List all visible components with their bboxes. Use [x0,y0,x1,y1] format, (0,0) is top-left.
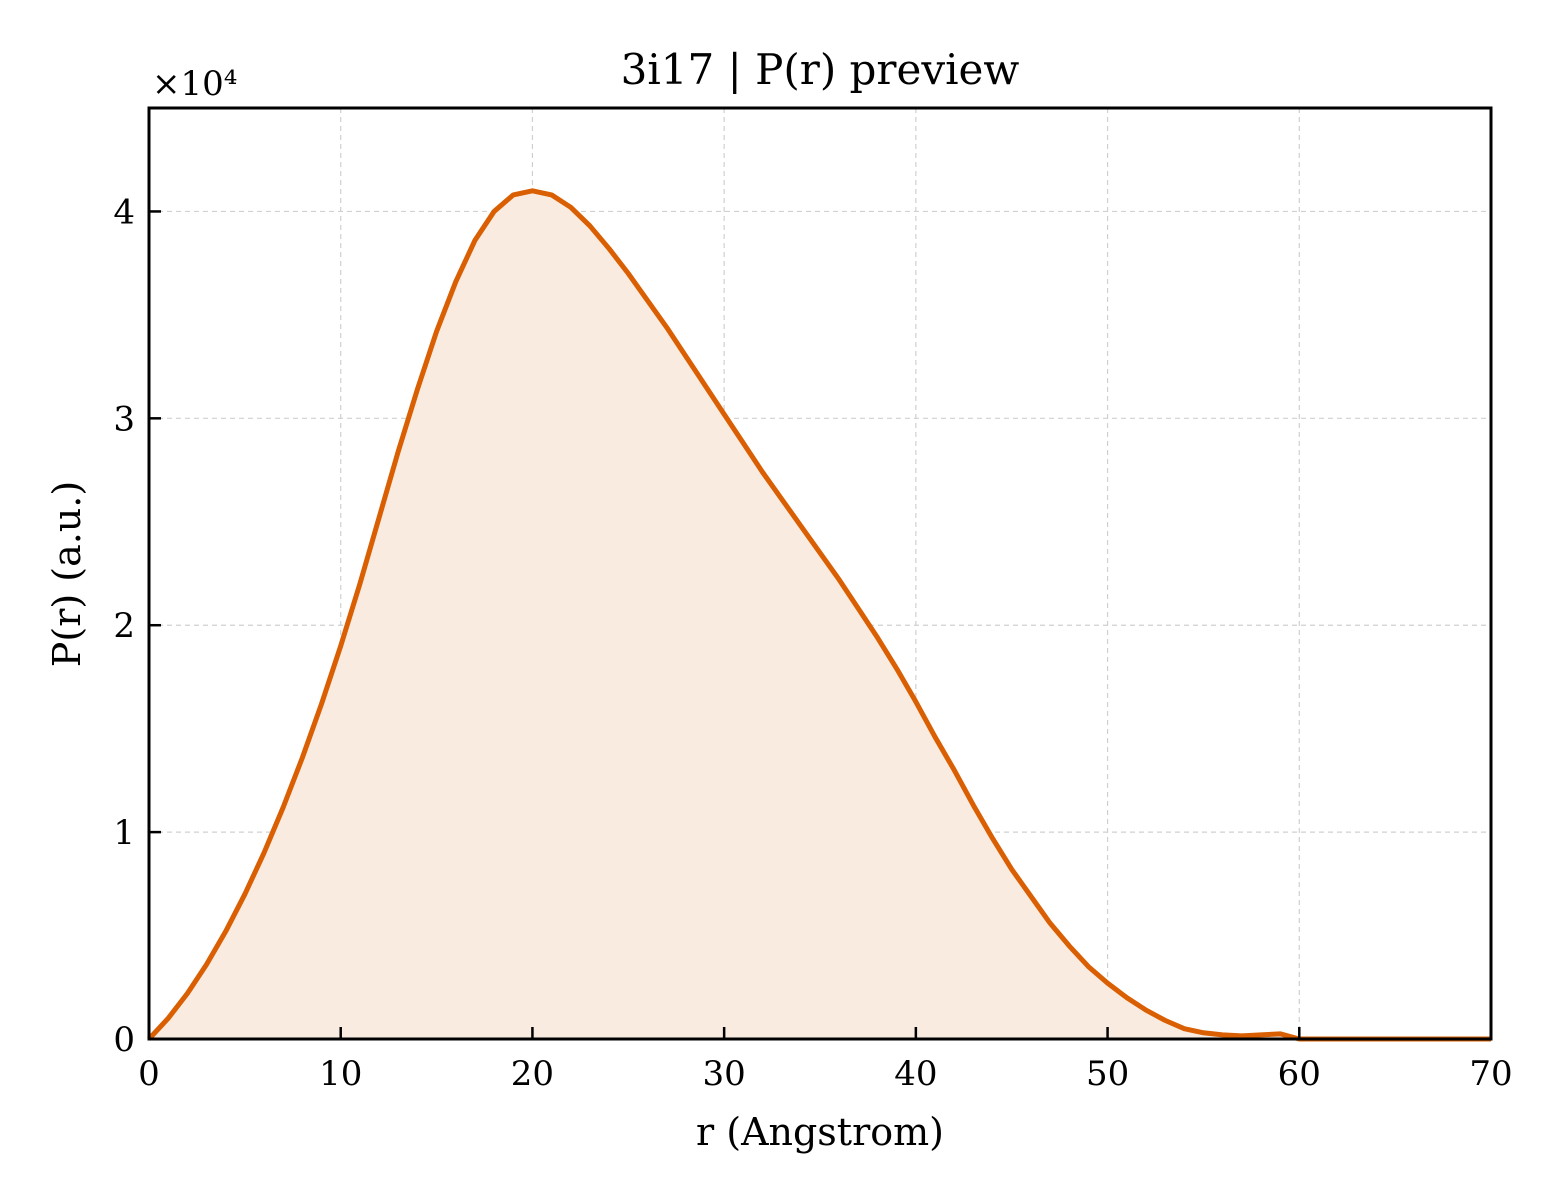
y-tick-label: 2 [113,606,135,646]
x-axis-label: r (Angstrom) [696,1110,944,1154]
y-axis-label: P(r) (a.u.) [45,481,89,667]
y-tick-label: 3 [113,399,135,439]
pr-area-fill [149,190,1491,1039]
x-tick-label: 70 [1469,1054,1512,1094]
y-tick-label: 1 [113,813,135,853]
x-tick-label: 60 [1278,1054,1321,1094]
x-axis: 0 10 20 30 40 50 60 70 [138,1027,1513,1094]
y-tick-label: 0 [113,1020,135,1060]
y-tick-label: 4 [113,192,135,232]
x-tick-label: 30 [703,1054,746,1094]
x-tick-label: 50 [1086,1054,1129,1094]
y-multiplier-label: ×10⁴ [152,64,237,104]
plot-frame [147,106,1493,1041]
y-axis: 0 1 2 3 4 [113,192,161,1060]
pr-series-line [147,188,1491,1042]
x-tick-label: 10 [319,1054,362,1094]
x-tick-label: 40 [894,1054,937,1094]
x-tick-label: 0 [138,1054,160,1094]
chart-title: 3i17 | P(r) preview [621,45,1020,94]
x-tick-label: 20 [511,1054,554,1094]
